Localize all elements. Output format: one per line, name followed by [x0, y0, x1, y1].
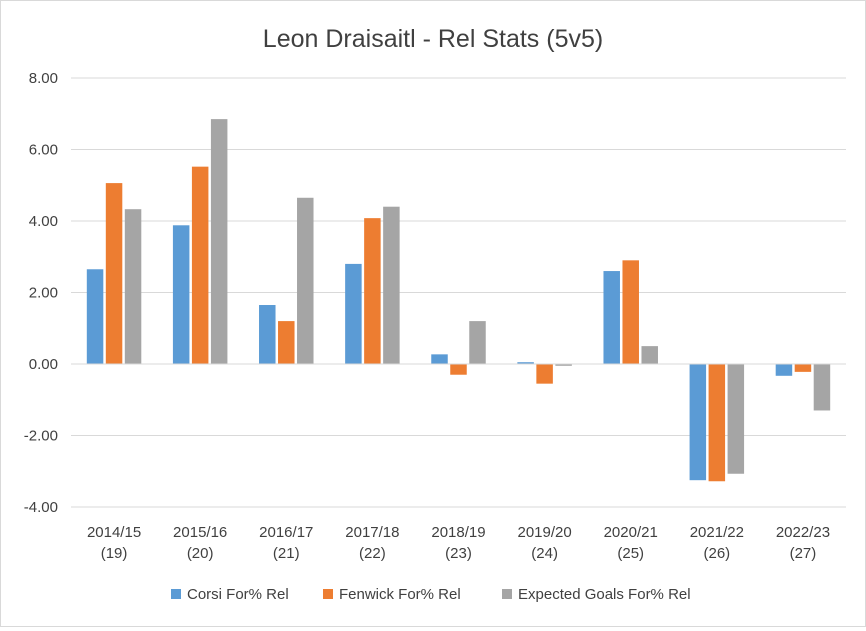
y-tick-label: 0.00	[29, 356, 58, 373]
legend-label: Corsi For% Rel	[187, 586, 289, 603]
bar	[345, 263, 362, 364]
bar	[278, 321, 295, 364]
bar	[172, 225, 190, 364]
legend-swatch	[323, 589, 333, 599]
x-tick-label: 2014/15	[87, 524, 141, 541]
y-tick-label: -4.00	[24, 499, 58, 516]
bar	[469, 321, 486, 364]
legend: Corsi For% Rel Fenwick For% Rel Expected G…	[171, 586, 691, 603]
bar	[794, 364, 812, 372]
bar	[210, 119, 228, 364]
x-tick-label: (27)	[790, 545, 817, 562]
y-tick-label: 6.00	[29, 142, 58, 159]
x-tick-label: 2022/23	[776, 524, 830, 541]
bar	[297, 197, 314, 364]
bar	[259, 305, 276, 364]
x-axis: 2014/15 (19) 2015/16 (20) 2016/17 (21) 2017/18…	[87, 524, 830, 562]
y-tick-label: 8.00	[29, 70, 58, 87]
x-tick-label: (21)	[273, 545, 300, 562]
legend-swatch	[171, 589, 181, 599]
bar	[536, 364, 553, 384]
x-tick-label: (24)	[531, 545, 558, 562]
x-tick-label: 2020/21	[604, 524, 658, 541]
bar	[775, 364, 793, 376]
x-tick-label: (25)	[617, 545, 644, 562]
bar	[555, 364, 572, 366]
x-tick-label: 2016/17	[259, 524, 313, 541]
x-tick-label: 2019/20	[517, 524, 571, 541]
bar	[105, 183, 123, 364]
x-tick-label: 2021/22	[690, 524, 744, 541]
bar	[641, 346, 658, 364]
bar	[191, 166, 209, 364]
bar	[622, 260, 639, 364]
x-tick-label: (20)	[187, 545, 214, 562]
bar	[450, 364, 467, 375]
x-tick-label: 2017/18	[345, 524, 399, 541]
legend-label: Fenwick For% Rel	[339, 586, 461, 603]
bar	[689, 364, 707, 481]
bars	[86, 119, 831, 482]
y-tick-label: 4.00	[29, 213, 58, 230]
bar	[708, 364, 726, 482]
x-tick-label: (23)	[445, 545, 472, 562]
bar	[86, 269, 104, 364]
x-tick-label: (22)	[359, 545, 386, 562]
y-tick-label: -2.00	[24, 428, 58, 445]
bar	[603, 271, 620, 364]
y-axis: 8.00 6.00 4.00 2.00 0.00 -2.00 -4.00	[24, 70, 58, 516]
x-tick-label: (26)	[703, 545, 730, 562]
y-tick-label: 2.00	[29, 285, 58, 302]
bar	[383, 206, 400, 364]
bar	[431, 354, 448, 364]
x-tick-label: 2015/16	[173, 524, 227, 541]
x-tick-label: (19)	[101, 545, 128, 562]
x-tick-label: 2018/19	[431, 524, 485, 541]
bar	[364, 218, 381, 364]
bar	[727, 364, 745, 474]
legend-label: Expected Goals For% Rel	[518, 586, 691, 603]
bar	[124, 209, 142, 364]
bar	[813, 364, 831, 411]
legend-swatch	[502, 589, 512, 599]
bar	[517, 362, 534, 364]
chart-title: Leon Draisaitl - Rel Stats (5v5)	[263, 25, 603, 53]
